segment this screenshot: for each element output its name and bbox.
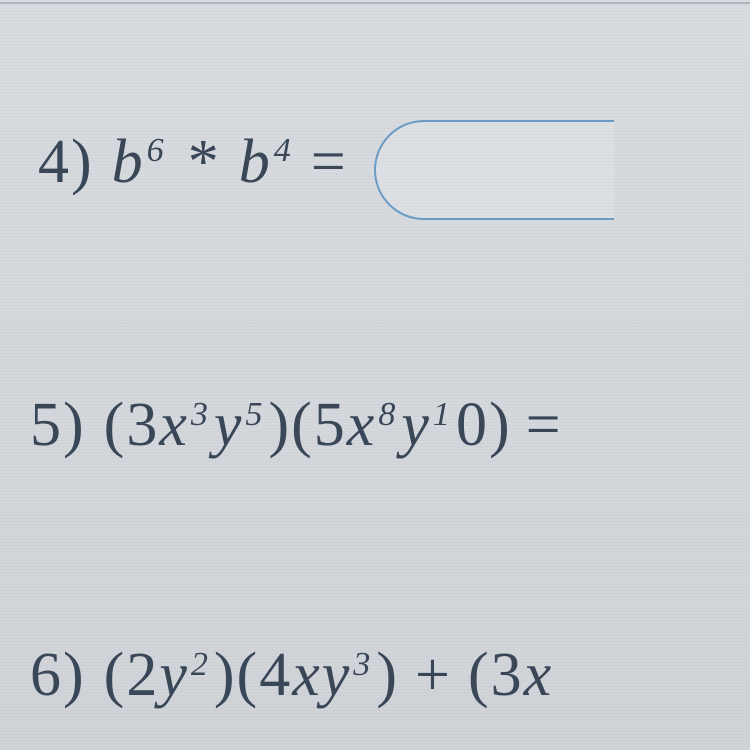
p5-exp1a: 3 [191,396,210,434]
p6-rparen1: ) [214,640,237,711]
p5-rparen1: ) [268,390,291,461]
p6-var2b: y [322,640,352,711]
problem-5-expression: (3x3y5)(5x8y10) = [104,390,563,461]
p6-plus: + [415,640,452,711]
p6-coef1: 2 [126,640,159,711]
p4-base1: b [112,127,145,198]
p5-coef1: 3 [126,390,159,461]
p5-exp1b: 5 [245,396,264,434]
p5-trailing: 0 [456,390,489,461]
p6-lparen1: ( [104,640,127,711]
p5-rparen2: ) [489,390,512,461]
problem-4-expression: b6 * b4 = [112,127,368,198]
p4-base2: b [239,127,272,198]
p5-var2a: x [347,390,377,461]
p6-coef2: 4 [259,640,292,711]
problem-4: 4) b6 * b4 = [38,112,614,212]
p4-equals: = [311,127,348,198]
p6-exp2b: 3 [353,646,372,684]
p5-exp2a: 8 [378,396,397,434]
p6-var3: x [524,640,554,711]
horizontal-rule-top [0,2,750,4]
answer-input-bubble[interactable] [374,120,614,220]
p6-var1: y [159,640,189,711]
p4-exp2: 4 [274,132,293,170]
problem-5: 5) (3x3y5)(5x8y10) = [30,390,563,461]
p5-exp2b: 1 [433,396,452,434]
p6-coef3: 3 [491,640,524,711]
p6-lparen3: ( [468,640,491,711]
p5-lparen2: ( [291,390,314,461]
problem-5-label: 5) [30,390,86,461]
problem-6-label: 6) [30,640,86,711]
p5-lparen1: ( [104,390,127,461]
p6-exp1: 2 [191,646,210,684]
problem-6-expression: (2y2)(4xy3) + (3x [104,640,553,711]
p5-coef2: 5 [314,390,347,461]
problem-4-label: 4) [38,127,94,198]
p5-var1a: x [159,390,189,461]
p4-operator: * [188,127,221,198]
problem-6: 6) (2y2)(4xy3) + (3x [30,640,553,711]
p5-var2b: y [401,390,431,461]
p6-var2a: x [292,640,322,711]
p4-exp1: 6 [147,132,166,170]
p5-equals: = [526,390,563,461]
p6-lparen2: ( [237,640,260,711]
p6-rparen2: ) [376,640,399,711]
p5-var1b: y [214,390,244,461]
